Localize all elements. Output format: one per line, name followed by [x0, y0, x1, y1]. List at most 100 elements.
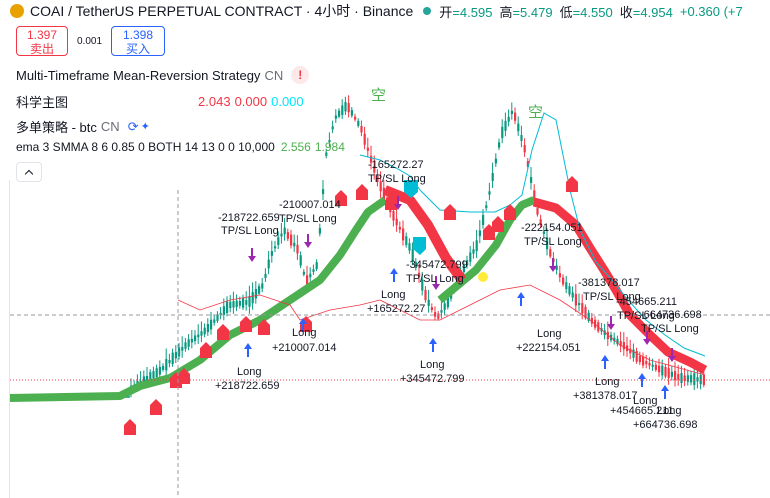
- candle-body: [472, 249, 475, 254]
- sell-signal-marker: [566, 176, 578, 192]
- long-entry-arrow: [601, 355, 609, 369]
- sell-button[interactable]: 1.397 卖出: [16, 26, 68, 56]
- candle-body: [254, 289, 257, 299]
- candle-body: [392, 211, 395, 221]
- cyan-signal-icon: [413, 237, 426, 255]
- symbol-title[interactable]: COAI / TetherUS PERPETUAL CONTRACT · 4小时…: [30, 3, 414, 19]
- candle-body: [555, 265, 558, 270]
- candle-body: [658, 365, 661, 373]
- candle-body: [478, 230, 481, 237]
- candle-body: [280, 233, 283, 237]
- trade-exit-label: TP/SL Long: [279, 213, 337, 225]
- candle-body: [613, 337, 616, 342]
- candle-body: [517, 123, 520, 132]
- candle-body: [562, 277, 565, 285]
- candle-body: [242, 298, 245, 308]
- candle-body: [686, 375, 689, 382]
- candle-body: [498, 142, 501, 148]
- candle-body: [216, 314, 219, 321]
- exit-arrow: [432, 276, 440, 290]
- strategy-legend[interactable]: Multi-Timeframe Mean-Reversion Strategy …: [16, 66, 310, 84]
- candle-body: [203, 327, 206, 335]
- trade-entry-label: Long: [420, 359, 444, 371]
- candle-body: [293, 242, 296, 247]
- trade-entry-amount: +345472.799: [400, 373, 465, 385]
- refresh-icon[interactable]: ⟳: [127, 118, 139, 134]
- candle-body: [485, 205, 488, 209]
- candle-body: [238, 301, 241, 306]
- candle-body: [574, 293, 577, 306]
- candle-body: [507, 116, 510, 122]
- exit-arrow: [668, 348, 676, 362]
- exit-arrow: [304, 234, 312, 248]
- trend-band-red: [383, 185, 467, 283]
- ema-legend[interactable]: ema 3 SMMA 8 6 0.85 0 BOTH 14 13 0 0 10,…: [16, 140, 345, 154]
- candle-body: [587, 312, 590, 321]
- candle-body: [411, 249, 414, 261]
- candle-body: [181, 346, 184, 351]
- error-warning-icon[interactable]: !: [291, 66, 310, 84]
- multi-strategy-legend[interactable]: 多单策略 - btc CN ⟳ ✦: [16, 117, 150, 136]
- kong-label-1: 空: [371, 86, 386, 104]
- exit-arrow: [248, 248, 256, 262]
- candle-body: [520, 135, 523, 141]
- candle-body: [440, 310, 443, 313]
- trade-exit-value: -165272.27: [368, 159, 424, 171]
- candle-body: [309, 273, 312, 278]
- sparkle-icon[interactable]: ✦: [140, 121, 150, 133]
- candle-body: [462, 264, 465, 273]
- candle-body: [549, 249, 552, 257]
- candle-body: [302, 271, 305, 275]
- candle-body: [376, 175, 379, 183]
- candle-body: [325, 152, 328, 156]
- candle-body: [296, 244, 299, 254]
- main-indicator-name: 科学主图: [16, 95, 69, 110]
- candle-body: [418, 272, 421, 278]
- candle-body: [315, 262, 318, 270]
- candle-body: [395, 218, 398, 226]
- trade-entry-label: Long: [657, 405, 681, 417]
- candle-body: [696, 377, 699, 382]
- candle-body: [466, 260, 469, 266]
- sell-signal-marker: [504, 204, 516, 220]
- candle-body: [155, 368, 158, 377]
- sell-signal-marker: [492, 216, 504, 232]
- candle-body: [190, 338, 193, 343]
- buy-button[interactable]: 1.398 买入: [111, 26, 165, 56]
- candle-body: [654, 364, 657, 370]
- candle-body: [427, 299, 430, 306]
- ohlc-low: 低=4.550: [559, 4, 613, 20]
- candle-body: [344, 102, 347, 112]
- candle-body: [616, 338, 619, 345]
- candle-body: [277, 237, 280, 246]
- candle-body: [222, 306, 225, 316]
- candle-body: [667, 368, 670, 379]
- candle-body: [693, 373, 696, 385]
- trade-entry-amount: +218722.659: [215, 380, 280, 392]
- candle-body: [421, 279, 424, 291]
- long-entry-arrow: [390, 268, 398, 282]
- candle-body: [514, 112, 517, 121]
- candle-body: [149, 372, 152, 381]
- exit-arrow: [643, 331, 651, 345]
- candle-body: [677, 373, 680, 380]
- candle-body: [565, 282, 568, 290]
- candle-body: [360, 126, 363, 133]
- candle-body: [629, 348, 632, 354]
- candle-body: [648, 362, 651, 366]
- candle-body: [494, 158, 497, 164]
- candle-body: [530, 177, 533, 183]
- cyan-signal-icon: [404, 180, 418, 198]
- candle-body: [523, 145, 526, 153]
- candle-body: [331, 126, 334, 130]
- collapse-legend-button[interactable]: [16, 162, 42, 182]
- buy-price: 1.398: [122, 28, 154, 42]
- candle-body: [632, 349, 635, 358]
- sell-signal-marker: [217, 324, 229, 340]
- buy-label: 买入: [125, 42, 150, 56]
- candle-body: [405, 236, 408, 246]
- sell-signal-marker: [150, 399, 162, 415]
- candle-body: [469, 252, 472, 262]
- main-indicator-legend[interactable]: 科学主图 2.043 0.000 0.000: [16, 92, 304, 111]
